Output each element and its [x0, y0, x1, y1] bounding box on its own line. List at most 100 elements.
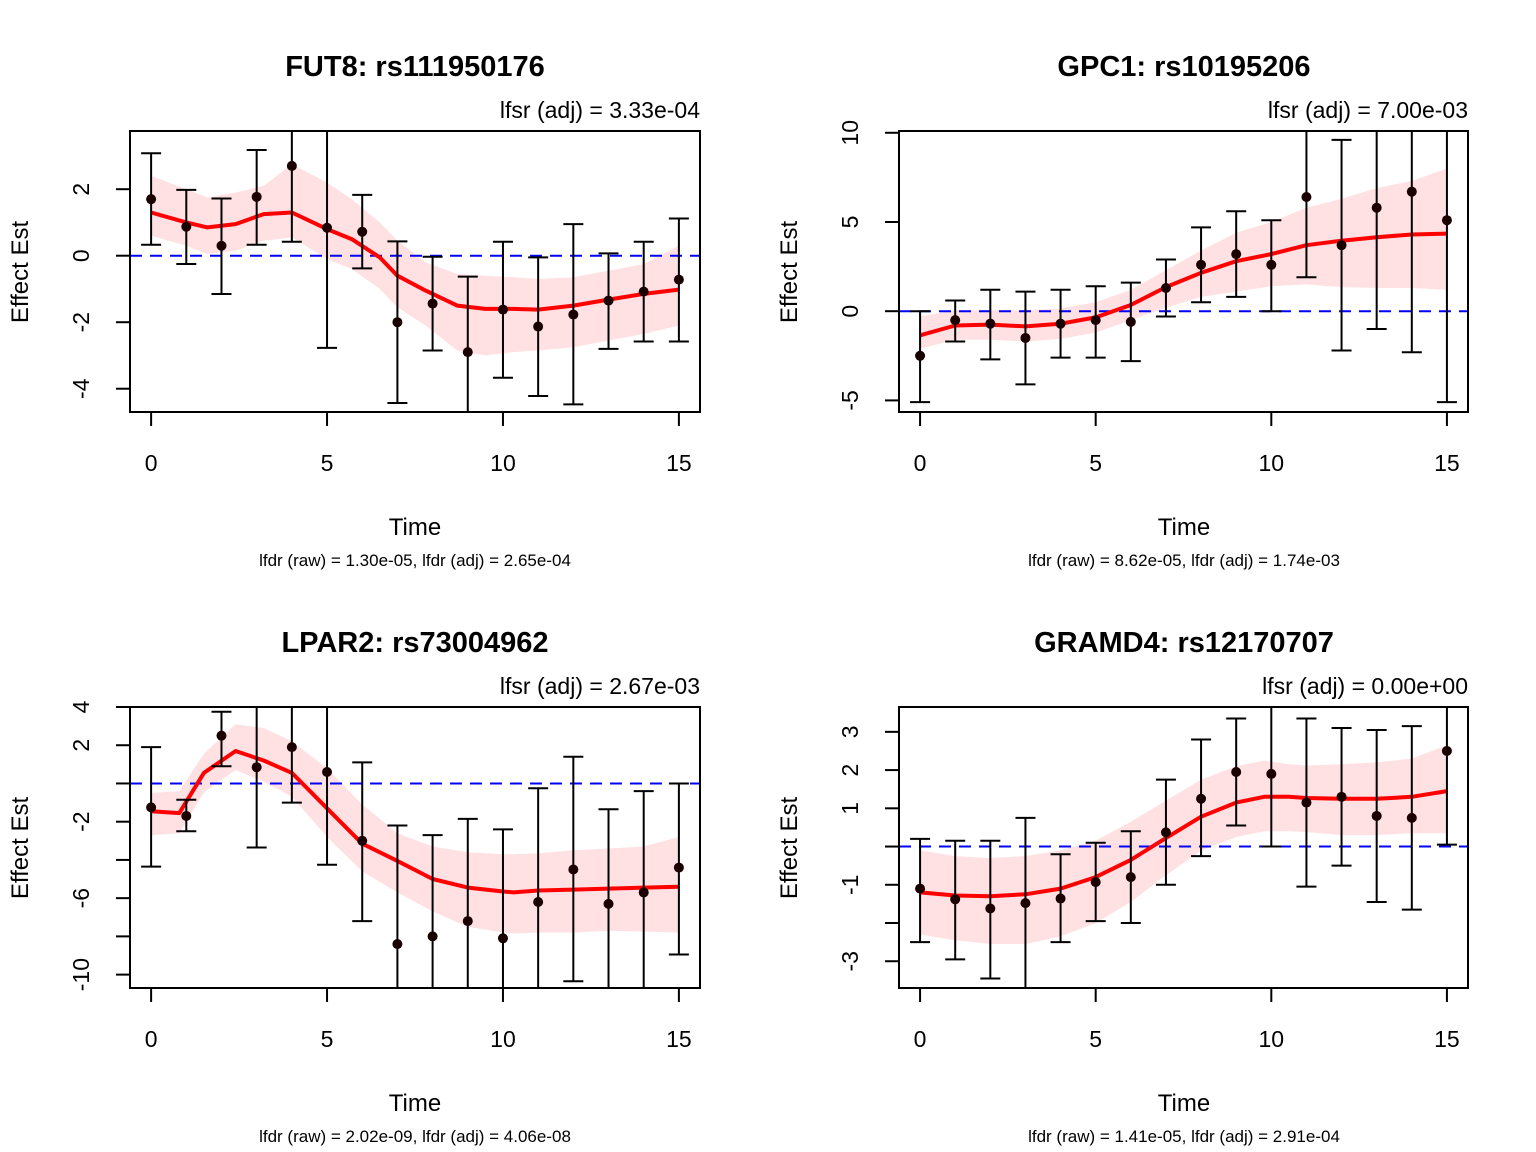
- data-point: [915, 350, 926, 361]
- data-point: [427, 298, 438, 309]
- plot-content: [899, 707, 1468, 988]
- data-point: [1336, 240, 1347, 251]
- data-point: [286, 160, 297, 171]
- data-point: [216, 730, 227, 741]
- y-tick-label: 0: [837, 305, 863, 318]
- x-tick-label: 5: [1089, 1026, 1102, 1052]
- data-point: [1055, 318, 1066, 329]
- data-point: [286, 742, 297, 753]
- data-point: [216, 240, 227, 251]
- data-point: [392, 939, 403, 950]
- data-point: [915, 883, 926, 894]
- data-point: [950, 894, 961, 905]
- plot-content: [899, 131, 1468, 404]
- data-point: [146, 802, 157, 813]
- y-tick-label: -1: [837, 875, 863, 895]
- data-point: [1090, 315, 1101, 326]
- y-tick-label: -4: [68, 378, 94, 399]
- panel-footer-lfdr: lfdr (raw) = 2.02e-09, lfdr (adj) = 4.06…: [259, 1127, 571, 1146]
- data-point: [1406, 812, 1417, 823]
- data-point: [1301, 797, 1312, 808]
- data-point: [603, 898, 614, 909]
- data-point: [1090, 877, 1101, 888]
- panel-title: GRAMD4: rs12170707: [1034, 627, 1334, 659]
- data-point: [181, 810, 192, 821]
- data-point: [1441, 745, 1452, 756]
- plot-content: [130, 131, 700, 412]
- plot-frame: [898, 130, 1469, 413]
- x-tick-label: 5: [321, 1026, 334, 1052]
- panel-subtitle-lfsr: lfsr (adj) = 2.67e-03: [500, 673, 700, 699]
- data-point: [673, 862, 684, 873]
- data-point: [181, 221, 192, 232]
- y-tick-label: -2: [68, 312, 94, 332]
- y-axis-label: Effect Est: [7, 797, 34, 900]
- data-point: [146, 194, 157, 205]
- panel-fut8: FUT8: rs111950176 lfsr (adj) = 3.33e-04 …: [7, 51, 701, 570]
- x-axis-label: Time: [1158, 514, 1210, 541]
- panel-subtitle-lfsr: lfsr (adj) = 3.33e-04: [500, 97, 700, 123]
- plot-content: [130, 707, 700, 988]
- data-point: [427, 931, 438, 942]
- data-point: [1055, 893, 1066, 904]
- x-axis-label: Time: [1158, 1090, 1210, 1117]
- panel-footer-lfdr: lfdr (raw) = 1.30e-05, lfdr (adj) = 2.65…: [259, 551, 571, 570]
- data-point: [462, 916, 473, 927]
- data-point: [985, 903, 996, 914]
- y-tick-label: -2: [68, 811, 94, 831]
- panel-gramd4: GRAMD4: rs12170707 lfsr (adj) = 0.00e+00…: [776, 627, 1469, 1146]
- y-tick-label: 2: [837, 764, 863, 777]
- y-tick-label: 1: [837, 802, 863, 815]
- y-axis-label: Effect Est: [776, 797, 803, 900]
- data-point: [950, 315, 961, 326]
- y-tick-label: -3: [837, 951, 863, 971]
- data-point: [1406, 186, 1417, 197]
- confidence-band: [151, 164, 679, 356]
- data-point: [533, 896, 544, 907]
- y-tick-label: 10: [837, 120, 863, 146]
- confidence-band: [920, 745, 1447, 944]
- x-tick-label: 0: [145, 450, 158, 476]
- x-tick-label: 10: [1259, 1026, 1285, 1052]
- x-tick-label: 10: [490, 450, 516, 476]
- data-point: [1160, 283, 1171, 294]
- x-tick-label: 5: [321, 450, 334, 476]
- data-point: [497, 304, 508, 315]
- x-tick-label: 15: [666, 1026, 692, 1052]
- data-point: [497, 933, 508, 944]
- y-tick-label: 3: [837, 725, 863, 738]
- data-point: [985, 318, 996, 329]
- data-point: [1301, 192, 1312, 203]
- data-point: [1020, 898, 1031, 909]
- data-point: [357, 835, 368, 846]
- data-point: [1371, 202, 1382, 213]
- x-tick-label: 0: [914, 450, 927, 476]
- x-tick-label: 15: [1434, 1026, 1460, 1052]
- data-point: [1441, 215, 1452, 226]
- data-point: [1336, 791, 1347, 802]
- data-point: [1196, 793, 1207, 804]
- confidence-band: [151, 724, 679, 934]
- x-tick-label: 0: [145, 1026, 158, 1052]
- data-point: [568, 309, 579, 320]
- data-point: [251, 191, 262, 202]
- data-point: [533, 321, 544, 332]
- data-point: [357, 226, 368, 237]
- data-point: [1020, 332, 1031, 343]
- panel-footer-lfdr: lfdr (raw) = 1.41e-05, lfdr (adj) = 2.91…: [1028, 1127, 1340, 1146]
- data-point: [1160, 827, 1171, 838]
- plot-frame: [129, 706, 701, 989]
- y-tick-label: 5: [837, 216, 863, 229]
- panel-title: GPC1: rs10195206: [1057, 51, 1310, 83]
- x-tick-label: 10: [490, 1026, 516, 1052]
- y-tick-label: 4: [68, 700, 94, 713]
- x-tick-label: 15: [666, 450, 692, 476]
- data-point: [1371, 810, 1382, 821]
- data-point: [1125, 316, 1136, 327]
- confidence-band: [920, 168, 1447, 349]
- y-tick-label: 0: [68, 249, 94, 262]
- data-point: [1231, 249, 1242, 260]
- x-tick-label: 0: [914, 1026, 927, 1052]
- y-tick-label: -10: [68, 958, 94, 991]
- panel-subtitle-lfsr: lfsr (adj) = 0.00e+00: [1262, 673, 1468, 699]
